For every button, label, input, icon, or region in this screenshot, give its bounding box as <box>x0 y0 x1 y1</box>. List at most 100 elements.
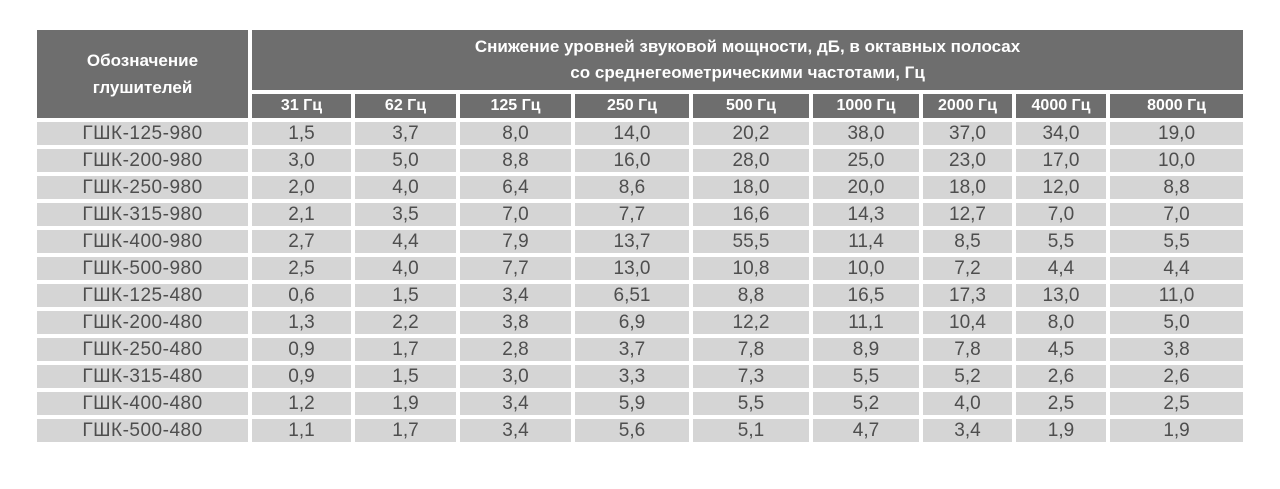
freq-header-3: 250 Гц <box>575 94 689 118</box>
value-cell: 3,8 <box>1110 338 1244 361</box>
designation-header-line1: Обозначение <box>86 51 199 70</box>
value-cell: 16,6 <box>693 203 809 226</box>
value-cell: 8,8 <box>1110 176 1244 199</box>
value-cell: 5,5 <box>1016 230 1106 253</box>
table-row: ГШК-400-480 1,2 1,9 3,4 5,9 5,5 5,2 4,0 2,5 2,5 <box>37 392 1244 415</box>
value-cell: 3,0 <box>460 365 571 388</box>
value-cell: 2,1 <box>252 203 351 226</box>
value-cell: 17,3 <box>923 284 1012 307</box>
value-cell: 12,7 <box>923 203 1012 226</box>
value-cell: 5,9 <box>575 392 689 415</box>
value-cell: 11,0 <box>1110 284 1244 307</box>
value-cell: 1,5 <box>355 284 456 307</box>
value-cell: 20,2 <box>693 122 809 145</box>
group-header-line2: со среднегеометрическими частотами, Гц <box>570 63 925 82</box>
table-row: ГШК-250-980 2,0 4,0 6,4 8,6 18,0 20,0 18,0 12,0 8… <box>37 176 1244 199</box>
value-cell: 7,7 <box>460 257 571 280</box>
value-cell: 28,0 <box>693 149 809 172</box>
value-cell: 38,0 <box>813 122 919 145</box>
value-cell: 12,2 <box>693 311 809 334</box>
value-cell: 5,2 <box>813 392 919 415</box>
table-row: ГШК-315-480 0,9 1,5 3,0 3,3 7,3 5,5 5,2 2,6 2,6 <box>37 365 1244 388</box>
attenuation-group-header: Снижение уровней звуковой мощности, дБ, … <box>252 30 1244 90</box>
value-cell: 4,0 <box>355 257 456 280</box>
value-cell: 16,0 <box>575 149 689 172</box>
value-cell: 7,8 <box>693 338 809 361</box>
freq-header-1: 62 Гц <box>355 94 456 118</box>
value-cell: 4,4 <box>1110 257 1244 280</box>
value-cell: 3,8 <box>460 311 571 334</box>
freq-header-5: 1000 Гц <box>813 94 919 118</box>
value-cell: 10,0 <box>813 257 919 280</box>
value-cell: 3,4 <box>923 419 1012 442</box>
table-container: Обозначение глушителей Снижение уровней … <box>37 30 1244 442</box>
freq-header-0: 31 Гц <box>252 94 351 118</box>
table-row: ГШК-315-980 2,1 3,5 7,0 7,7 16,6 14,3 12,7 7,0 7,… <box>37 203 1244 226</box>
value-cell: 23,0 <box>923 149 1012 172</box>
row-label: ГШК-200-480 <box>37 311 248 334</box>
value-cell: 8,6 <box>575 176 689 199</box>
value-cell: 7,8 <box>923 338 1012 361</box>
value-cell: 5,1 <box>693 419 809 442</box>
value-cell: 1,3 <box>252 311 351 334</box>
value-cell: 25,0 <box>813 149 919 172</box>
value-cell: 4,7 <box>813 419 919 442</box>
table-row: ГШК-500-980 2,5 4,0 7,7 13,0 10,8 10,0 7,2 4,4 4,… <box>37 257 1244 280</box>
table-row: ГШК-400-980 2,7 4,4 7,9 13,7 55,5 11,4 8,5 5,5 5,… <box>37 230 1244 253</box>
value-cell: 4,4 <box>1016 257 1106 280</box>
value-cell: 3,0 <box>252 149 351 172</box>
value-cell: 14,0 <box>575 122 689 145</box>
table-row: ГШК-500-480 1,1 1,7 3,4 5,6 5,1 4,7 3,4 1,9 1,9 <box>37 419 1244 442</box>
table-row: ГШК-125-480 0,6 1,5 3,4 6,51 8,8 16,5 17,3 13,0 1… <box>37 284 1244 307</box>
value-cell: 12,0 <box>1016 176 1106 199</box>
value-cell: 1,2 <box>252 392 351 415</box>
value-cell: 13,7 <box>575 230 689 253</box>
freq-header-6: 2000 Гц <box>923 94 1012 118</box>
value-cell: 6,4 <box>460 176 571 199</box>
value-cell: 3,7 <box>575 338 689 361</box>
value-cell: 3,4 <box>460 284 571 307</box>
value-cell: 11,1 <box>813 311 919 334</box>
value-cell: 2,2 <box>355 311 456 334</box>
value-cell: 4,4 <box>355 230 456 253</box>
value-cell: 5,5 <box>1110 230 1244 253</box>
row-label: ГШК-250-480 <box>37 338 248 361</box>
value-cell: 16,5 <box>813 284 919 307</box>
value-cell: 7,3 <box>693 365 809 388</box>
freq-header-4: 500 Гц <box>693 94 809 118</box>
row-label: ГШК-125-980 <box>37 122 248 145</box>
row-label: ГШК-250-980 <box>37 176 248 199</box>
value-cell: 1,7 <box>355 419 456 442</box>
value-cell: 4,5 <box>1016 338 1106 361</box>
row-label: ГШК-400-980 <box>37 230 248 253</box>
value-cell: 7,2 <box>923 257 1012 280</box>
value-cell: 8,0 <box>460 122 571 145</box>
value-cell: 10,4 <box>923 311 1012 334</box>
freq-header-8: 8000 Гц <box>1110 94 1244 118</box>
table-body: ГШК-125-980 1,5 3,7 8,0 14,0 20,2 38,0 37,0 34,0… <box>37 122 1244 442</box>
value-cell: 20,0 <box>813 176 919 199</box>
value-cell: 10,0 <box>1110 149 1244 172</box>
value-cell: 5,5 <box>813 365 919 388</box>
value-cell: 55,5 <box>693 230 809 253</box>
table-row: ГШК-125-980 1,5 3,7 8,0 14,0 20,2 38,0 37,0 34,0… <box>37 122 1244 145</box>
value-cell: 3,4 <box>460 392 571 415</box>
value-cell: 5,0 <box>1110 311 1244 334</box>
value-cell: 14,3 <box>813 203 919 226</box>
value-cell: 1,9 <box>1016 419 1106 442</box>
row-label: ГШК-500-480 <box>37 419 248 442</box>
value-cell: 3,5 <box>355 203 456 226</box>
value-cell: 3,3 <box>575 365 689 388</box>
value-cell: 3,7 <box>355 122 456 145</box>
value-cell: 2,6 <box>1110 365 1244 388</box>
value-cell: 11,4 <box>813 230 919 253</box>
freq-header-row: 31 Гц 62 Гц 125 Гц 250 Гц 500 Гц 1000 Гц 2000 … <box>37 94 1244 118</box>
value-cell: 17,0 <box>1016 149 1106 172</box>
freq-header-2: 125 Гц <box>460 94 571 118</box>
value-cell: 1,5 <box>355 365 456 388</box>
value-cell: 13,0 <box>575 257 689 280</box>
table-row: ГШК-250-480 0,9 1,7 2,8 3,7 7,8 8,9 7,8 4,5 3,8 <box>37 338 1244 361</box>
table-row: ГШК-200-980 3,0 5,0 8,8 16,0 28,0 25,0 23,0 17,0… <box>37 149 1244 172</box>
value-cell: 2,6 <box>1016 365 1106 388</box>
value-cell: 18,0 <box>923 176 1012 199</box>
